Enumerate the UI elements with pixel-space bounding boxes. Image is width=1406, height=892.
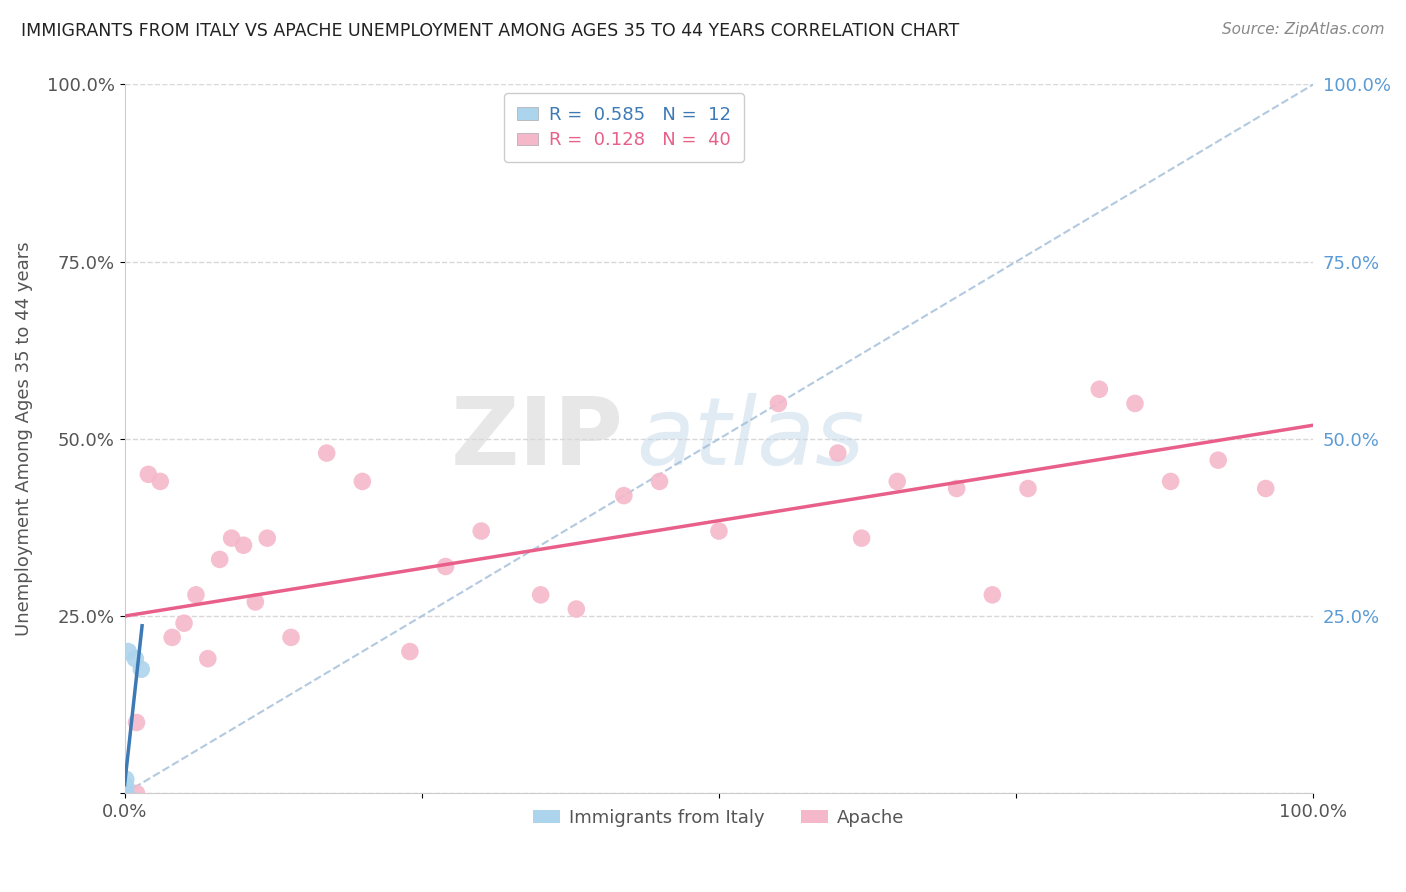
Point — [129, 662, 152, 676]
Point — [124, 651, 146, 665]
Legend: Immigrants from Italy, Apache: Immigrants from Italy, Apache — [526, 802, 912, 834]
Y-axis label: Unemployment Among Ages 35 to 44 years: Unemployment Among Ages 35 to 44 years — [15, 242, 32, 636]
Point — [851, 531, 873, 545]
Point — [648, 475, 671, 489]
Point — [125, 715, 148, 730]
Point — [827, 446, 849, 460]
Point — [707, 524, 730, 538]
Point — [114, 786, 136, 800]
Text: Source: ZipAtlas.com: Source: ZipAtlas.com — [1222, 22, 1385, 37]
Point — [114, 779, 136, 793]
Point — [280, 631, 302, 645]
Point — [565, 602, 588, 616]
Point — [245, 595, 267, 609]
Point — [352, 475, 374, 489]
Point — [256, 531, 278, 545]
Point — [470, 524, 492, 538]
Point — [434, 559, 457, 574]
Point — [208, 552, 231, 566]
Point — [160, 631, 183, 645]
Point — [114, 786, 136, 800]
Text: IMMIGRANTS FROM ITALY VS APACHE UNEMPLOYMENT AMONG AGES 35 TO 44 YEARS CORRELATI: IMMIGRANTS FROM ITALY VS APACHE UNEMPLOY… — [21, 22, 959, 40]
Point — [530, 588, 553, 602]
Point — [1160, 475, 1182, 489]
Point — [114, 786, 136, 800]
Point — [768, 396, 790, 410]
Point — [138, 467, 160, 482]
Point — [114, 786, 136, 800]
Point — [114, 786, 136, 800]
Text: ZIP: ZIP — [451, 392, 624, 485]
Point — [981, 588, 1004, 602]
Text: atlas: atlas — [636, 393, 865, 484]
Point — [1254, 482, 1277, 496]
Point — [125, 786, 148, 800]
Point — [886, 475, 908, 489]
Point — [1088, 382, 1111, 396]
Point — [114, 779, 136, 793]
Point — [173, 616, 195, 631]
Point — [1017, 482, 1039, 496]
Point — [315, 446, 337, 460]
Point — [945, 482, 967, 496]
Point — [613, 489, 636, 503]
Point — [197, 651, 219, 665]
Point — [1123, 396, 1146, 410]
Point — [1206, 453, 1229, 467]
Point — [114, 772, 136, 787]
Point — [114, 786, 136, 800]
Point — [221, 531, 243, 545]
Point — [149, 475, 172, 489]
Point — [114, 786, 136, 800]
Point — [117, 644, 139, 658]
Point — [399, 644, 422, 658]
Point — [184, 588, 207, 602]
Point — [232, 538, 254, 552]
